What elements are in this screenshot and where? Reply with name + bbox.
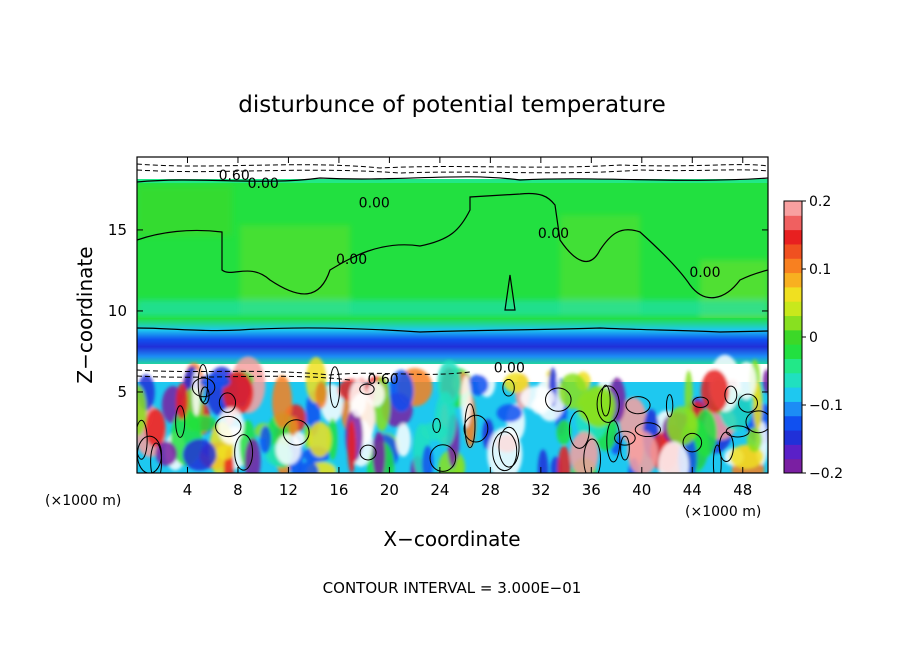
x-tick-label: 40 — [632, 481, 651, 499]
x-unit-left: (×1000 m) — [45, 493, 121, 509]
colorbar-tick-label: 0.1 — [809, 262, 831, 278]
colorbar-tick-label: −0.1 — [809, 398, 843, 414]
colorbar-swatch — [784, 358, 802, 374]
top-white-zone — [137, 157, 768, 179]
contour-label: 0.00 — [336, 252, 367, 268]
field-texture — [137, 186, 768, 320]
contour-label: 0.00 — [248, 176, 279, 192]
contour-label: 0.00 — [494, 361, 525, 377]
colorbar-swatch — [784, 229, 802, 245]
colorbar-swatch — [784, 458, 802, 474]
x-tick-label: 4 — [183, 481, 193, 499]
colorbar-swatch — [784, 415, 802, 431]
x-axis-label: X−coordinate — [383, 527, 520, 551]
contour-label: 0.00 — [538, 226, 569, 242]
colorbar: −0.2 −0.1 0 0.1 0.2 — [783, 194, 843, 482]
x-tick-label: 28 — [481, 481, 500, 499]
colorbar-swatch — [784, 272, 802, 288]
x-tick-label: 24 — [430, 481, 449, 499]
chart-title: disturbunce of potential temperature — [238, 92, 666, 118]
x-tick-label: 16 — [329, 481, 348, 499]
colorbar-swatch — [784, 372, 802, 388]
colorbar-swatch — [784, 444, 802, 460]
x-tick-label: 20 — [380, 481, 399, 499]
contour-label: 0.00 — [359, 195, 390, 211]
contour-label-layer: 0.600.000.000.000.000.000.600.00 — [219, 168, 721, 388]
colorbar-swatch — [784, 201, 802, 216]
blue-band — [137, 318, 768, 366]
contour-label: 0.00 — [689, 265, 720, 281]
x-unit-right: (×1000 m) — [685, 504, 761, 520]
colorbar-swatch — [784, 401, 802, 417]
plot-area: 0.600.000.000.000.000.000.600.00 — [137, 157, 768, 473]
y-tick-label: 15 — [108, 221, 127, 239]
y-tick-label: 5 — [117, 383, 127, 401]
contour-label: 0.60 — [219, 168, 250, 184]
plot-frame — [136, 156, 769, 474]
colorbar-swatch — [784, 258, 802, 274]
colorbar-swatch — [784, 215, 802, 231]
colorbar-swatch — [784, 243, 802, 259]
top-thin-band — [137, 179, 768, 183]
colorbar-swatch — [784, 315, 802, 331]
colorbar-tick-label: −0.2 — [809, 466, 843, 482]
colorbar-swatch — [784, 301, 802, 317]
y-tick-label: 10 — [108, 302, 127, 320]
colorbar-tick-label: 0.2 — [809, 194, 831, 210]
colorbar-swatch — [784, 286, 802, 302]
turbulent-layer — [137, 354, 768, 473]
contour-label: 0.60 — [368, 372, 399, 388]
y-axis: 5 10 15 — [108, 221, 768, 401]
y-axis-label: Z−coordinate — [73, 246, 97, 383]
x-axis: 4 8 12 16 20 24 28 32 36 40 44 48 — [183, 157, 752, 499]
x-tick-label: 36 — [582, 481, 601, 499]
contour-interval-footer: CONTOUR INTERVAL = 3.000E−01 — [323, 579, 582, 597]
colorbar-swatch — [784, 387, 802, 402]
x-tick-label: 8 — [233, 481, 243, 499]
colorbar-swatch — [784, 430, 802, 445]
colorbar-tick-label: 0 — [809, 330, 818, 346]
x-tick-label: 32 — [531, 481, 550, 499]
x-tick-label: 44 — [683, 481, 702, 499]
colorbar-swatch — [784, 344, 802, 359]
x-tick-label: 48 — [733, 481, 752, 499]
contour-dashed-lines — [137, 163, 768, 381]
contour-lines — [137, 176, 768, 333]
colorbar-swatch — [784, 329, 802, 345]
x-tick-label: 12 — [279, 481, 298, 499]
